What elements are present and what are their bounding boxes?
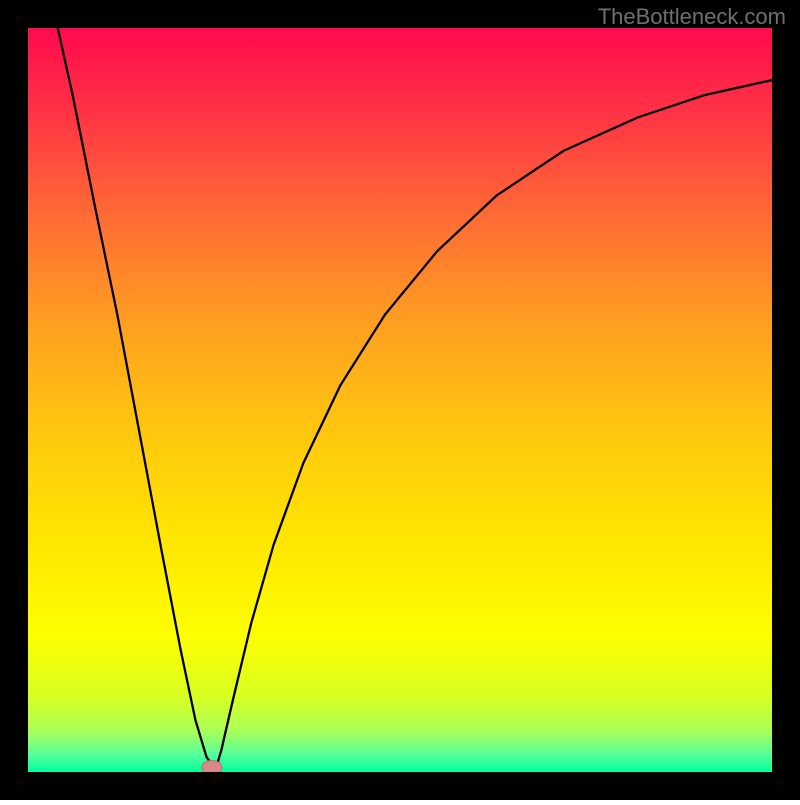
chart-container: TheBottleneck.com [0, 0, 800, 800]
watermark-text: TheBottleneck.com [598, 4, 786, 30]
bottleneck-chart [0, 0, 800, 800]
